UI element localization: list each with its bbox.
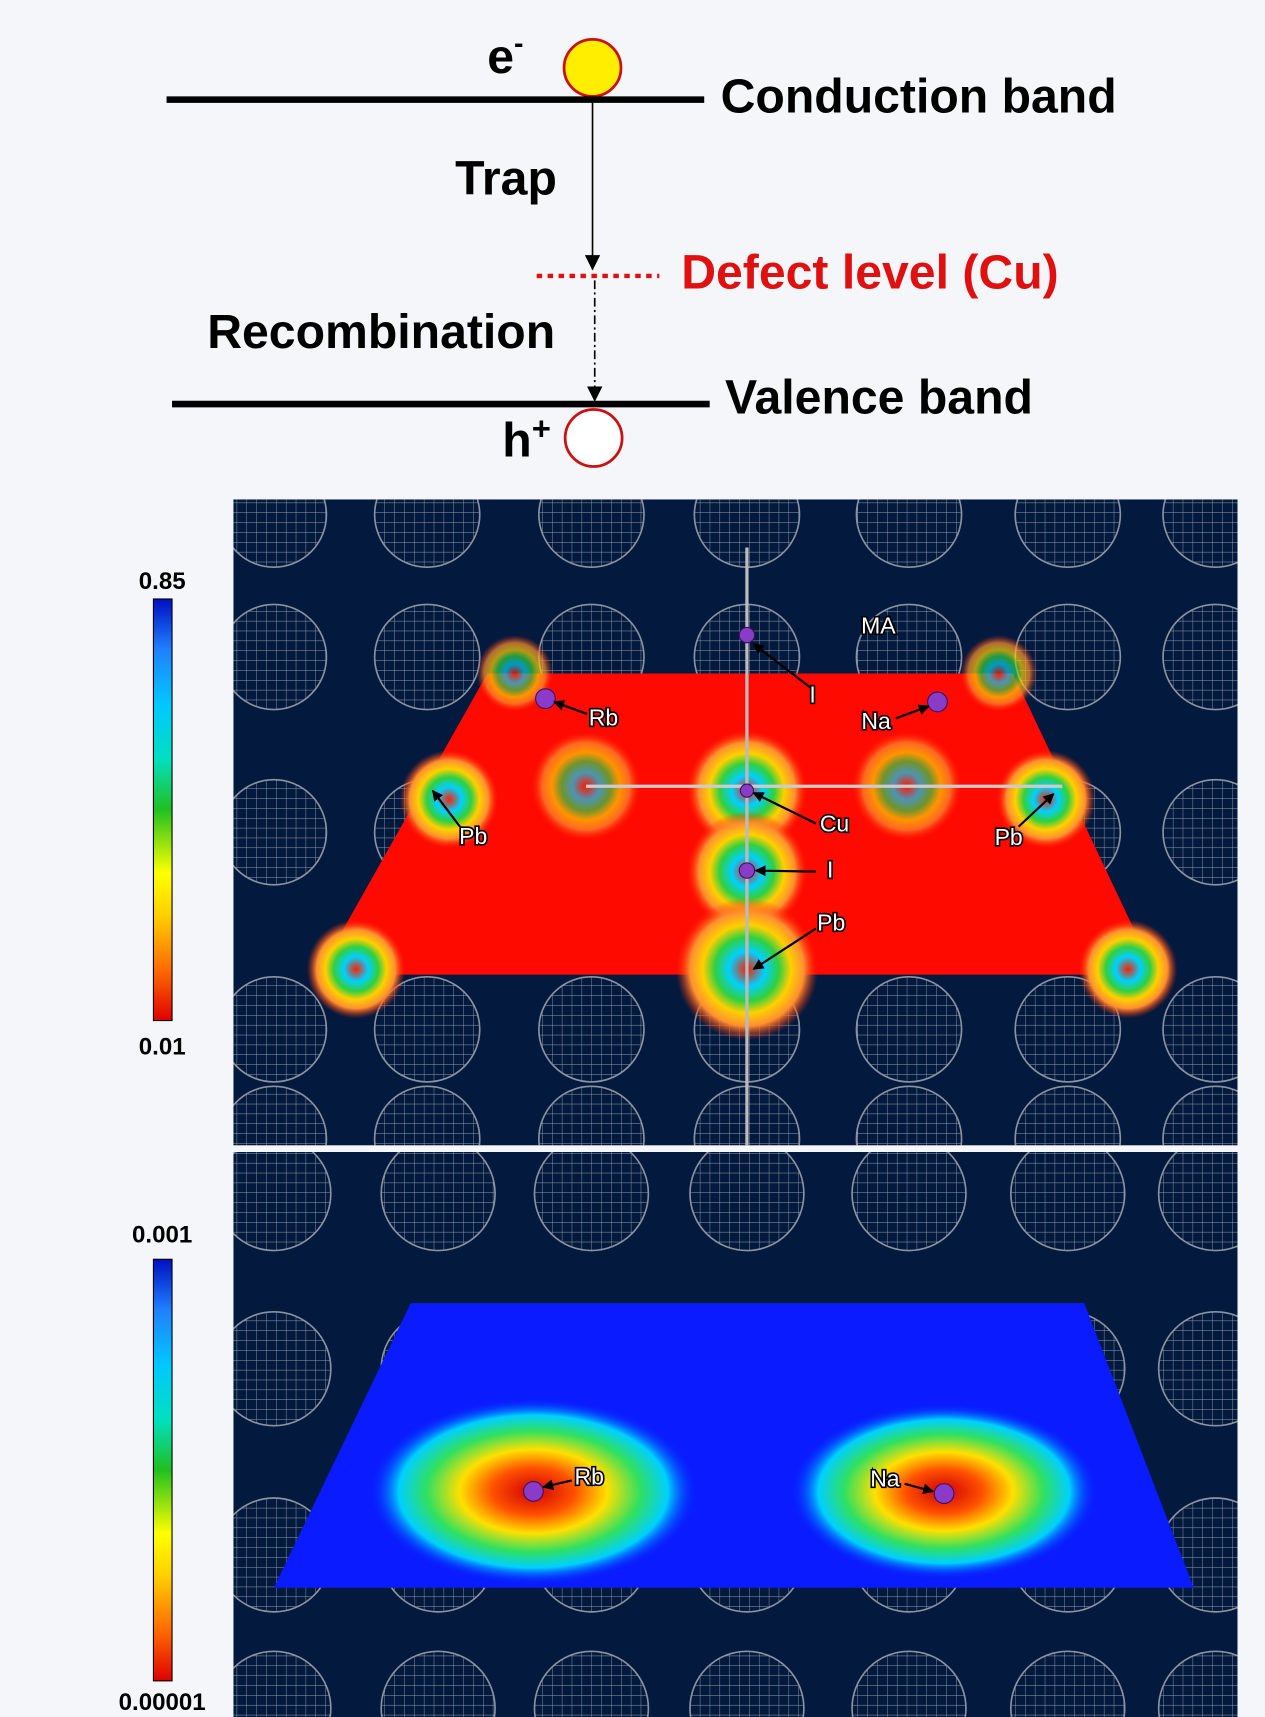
conduction-band-label: Conduction band [721, 69, 1117, 123]
charge: + [532, 409, 551, 446]
atom-label: Na [870, 1466, 900, 1492]
wireframe-sphere [539, 977, 644, 1082]
wireframe-sphere [221, 462, 326, 567]
defect-level-label: Defect level (Cu) [681, 246, 1058, 300]
symbol: e [487, 30, 514, 84]
wireframe-sphere [221, 780, 326, 885]
atom-label: Pb [995, 824, 1023, 850]
panel-charge-density-2: 0.001 0.00001 Rb Na [119, 1137, 1265, 1717]
hole [565, 410, 622, 467]
atom-label: I [827, 857, 833, 883]
wireframe-sphere [852, 1137, 966, 1251]
wireframe-sphere [1159, 1312, 1265, 1426]
wireframe-sphere [1015, 462, 1120, 567]
wireframe-sphere [221, 604, 326, 709]
page: e- Conduction band Trap Defect level (Cu… [0, 0, 1265, 1717]
wireframe-sphere [1163, 780, 1265, 885]
colorbar-max: 0.85 [139, 568, 186, 595]
wireframe-sphere [1159, 1137, 1265, 1251]
colorbar-min: 0.01 [139, 1033, 186, 1060]
symbol: h [502, 413, 531, 467]
figure: e- Conduction band Trap Defect level (Cu… [0, 0, 1265, 1717]
recombination-label: Recombination [207, 305, 555, 359]
colorbar-max: 0.001 [132, 1222, 192, 1249]
wireframe-sphere [856, 462, 961, 567]
atom-label: Na [861, 708, 891, 734]
band-diagram: e- Conduction band Trap Defect level (Cu… [167, 27, 1117, 467]
trap-label: Trap [455, 152, 557, 206]
atom-label: MA [861, 613, 896, 639]
render: Rb Na [217, 1137, 1265, 1717]
wireframe-sphere [217, 1312, 331, 1426]
wireframe-sphere [375, 604, 480, 709]
valence-band-label: Valence band [725, 371, 1033, 425]
colorbar [153, 1259, 172, 1681]
atom-label: Rb [575, 1463, 604, 1489]
panel-charge-density: 0.85 0.01 [139, 462, 1265, 1191]
wireframe-sphere [1011, 1137, 1125, 1251]
render: MA I Rb Na Pb Cu Pb I Pb [221, 462, 1265, 1191]
atom-label: Pb [817, 909, 845, 935]
electron-label: e- [487, 27, 523, 84]
electron [564, 39, 621, 96]
atom-label: Pb [459, 823, 487, 849]
wireframe-sphere [539, 462, 644, 567]
wireframe-sphere [381, 1137, 495, 1251]
colorbar [153, 599, 172, 1021]
wireframe-sphere [856, 977, 961, 1082]
wireframe-sphere [690, 1137, 804, 1251]
wireframe-sphere [217, 1137, 331, 1251]
wireframe-sphere [375, 462, 480, 567]
atom-label: Rb [589, 705, 618, 731]
atom-label: I [809, 682, 815, 708]
atom-label: Cu [820, 811, 849, 837]
wireframe-sphere [1163, 977, 1265, 1082]
hole-label: h+ [502, 409, 551, 467]
charge: - [514, 27, 523, 59]
wireframe-sphere [534, 1137, 648, 1251]
wireframe-sphere [1163, 462, 1265, 567]
colorbar-min: 0.00001 [119, 1689, 206, 1716]
wireframe-sphere [1163, 604, 1265, 709]
wireframe-sphere [221, 977, 326, 1082]
